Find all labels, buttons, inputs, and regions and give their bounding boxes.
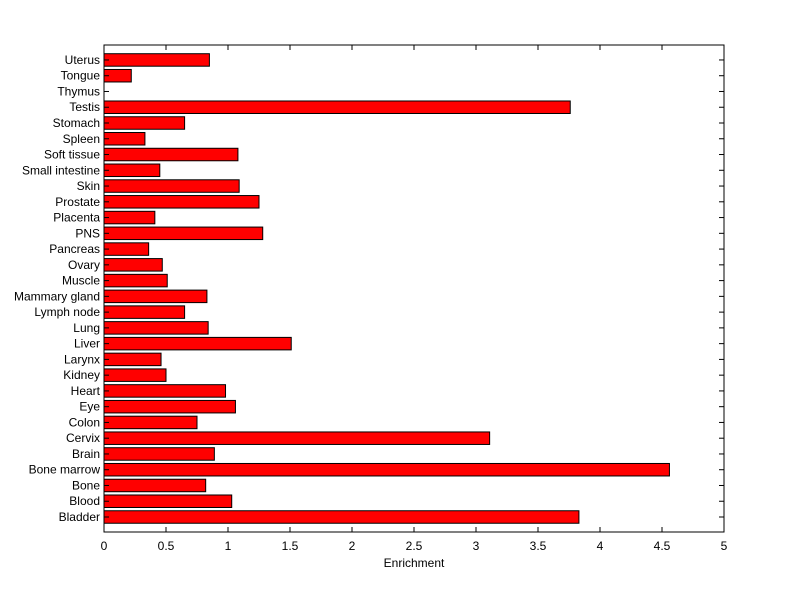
y-tick-label-ovary: Ovary [68, 258, 100, 272]
bar-placenta [103, 210, 156, 225]
y-tick-label-placenta: Placenta [53, 211, 100, 225]
bar-spleen [103, 132, 146, 146]
bar-lymph-node [103, 305, 186, 319]
y-tick-label-lung: Lung [73, 321, 100, 335]
x-tick-label-2-5: 2.5 [406, 539, 423, 553]
x-tick-label-1: 1 [225, 539, 232, 553]
bar-testis [103, 100, 571, 114]
plot-frame [103, 44, 725, 533]
bar-bladder [103, 510, 580, 524]
bar-prostate [103, 195, 260, 209]
bar-uterus [103, 53, 210, 67]
bar-stomach [103, 116, 186, 130]
bar-brain [103, 447, 215, 461]
x-tick-label-0-5: 0.5 [158, 539, 175, 553]
bar-muscle [103, 273, 168, 288]
y-tick-label-liver: Liver [74, 337, 100, 351]
x-tick-label-3: 3 [473, 539, 480, 553]
bar-skin [103, 179, 240, 193]
y-tick-label-kidney: Kidney [63, 368, 100, 382]
bar-eye [103, 399, 236, 414]
y-tick-label-blood: Blood [69, 494, 100, 508]
y-tick-label-cervix: Cervix [66, 431, 100, 445]
y-tick-label-stomach: Stomach [53, 116, 100, 130]
y-tick-label-spleen: Spleen [63, 132, 100, 146]
y-tick-label-pns: PNS [75, 226, 100, 240]
bar-colon [103, 415, 198, 430]
y-tick-label-colon: Colon [69, 415, 100, 429]
y-tick-label-tongue: Tongue [61, 69, 101, 83]
bar-liver [103, 336, 292, 351]
bar-pancreas [103, 242, 150, 256]
x-tick-label-1-5: 1.5 [282, 539, 299, 553]
bar-heart [103, 384, 227, 398]
bar-larynx [103, 352, 162, 367]
y-tick-label-prostate: Prostate [55, 195, 100, 209]
y-tick-label-soft-tissue: Soft tissue [44, 148, 100, 162]
y-tick-label-thymus: Thymus [57, 84, 100, 98]
x-tick-label-5: 5 [721, 539, 728, 553]
y-tick-label-skin: Skin [77, 179, 100, 193]
bar-kidney [103, 368, 167, 382]
y-tick-label-muscle: Muscle [62, 274, 100, 288]
y-tick-label-small-intestine: Small intestine [22, 163, 100, 177]
y-tick-label-testis: Testis [69, 100, 100, 114]
bar-bone-marrow [103, 462, 670, 477]
x-tick-label-3-5: 3.5 [530, 539, 547, 553]
y-tick-label-mammary-gland: Mammary gland [14, 289, 100, 303]
bar-soft-tissue [103, 147, 239, 162]
x-tick-label-2: 2 [349, 539, 356, 553]
y-tick-label-heart: Heart [71, 384, 101, 398]
bar-ovary [103, 258, 163, 272]
bar-blood [103, 494, 233, 508]
x-ticks-group: 0 0.5 1 1.5 2 2.5 3 3.5 4 4.5 5 [101, 45, 728, 553]
x-tick-label-4-5: 4.5 [654, 539, 671, 553]
y-tick-label-eye: Eye [79, 400, 100, 414]
bar-mammary-gland [103, 289, 208, 304]
bar-lung [103, 321, 209, 335]
x-axis-label: Enrichment [384, 556, 445, 570]
y-tick-label-bone-marrow: Bone marrow [29, 463, 101, 477]
bar-small-intestine [103, 163, 161, 178]
bar-cervix [103, 431, 491, 445]
x-tick-label-0: 0 [101, 539, 108, 553]
y-tick-label-pancreas: Pancreas [49, 242, 100, 256]
y-tick-label-bone: Bone [72, 478, 100, 492]
y-tick-label-bladder: Bladder [59, 510, 100, 524]
y-tick-label-brain: Brain [72, 447, 100, 461]
y-tick-label-uterus: Uterus [65, 53, 100, 67]
bar-bone [103, 478, 207, 493]
y-tick-label-larynx: Larynx [64, 352, 100, 366]
y-tick-label-lymph-node: Lymph node [34, 305, 100, 319]
bar-pns [103, 226, 264, 241]
x-tick-label-4: 4 [597, 539, 604, 553]
